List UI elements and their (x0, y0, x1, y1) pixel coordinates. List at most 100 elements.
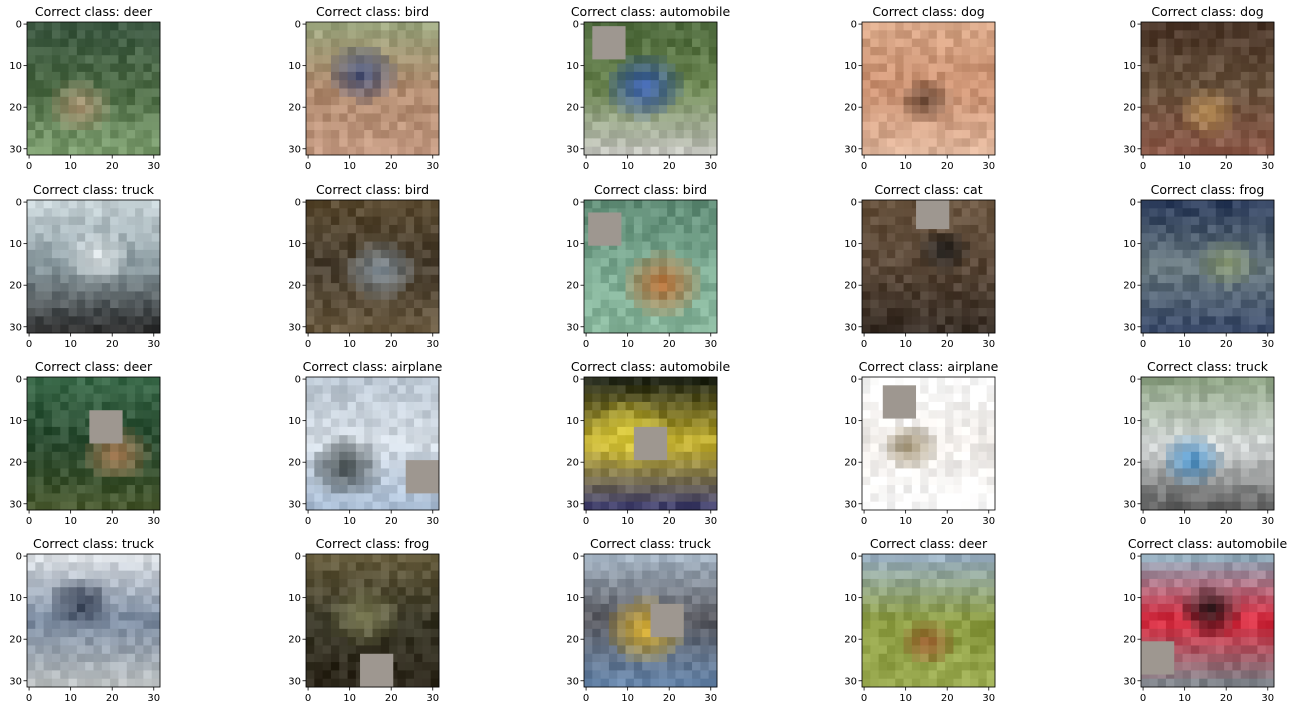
y-tick-label: 10 (288, 416, 301, 427)
image-pixel (1215, 493, 1225, 503)
image-pixel (372, 324, 382, 334)
image-pixel (886, 460, 896, 469)
image-pixel (878, 266, 888, 276)
image-pixel (430, 88, 440, 98)
image-pixel (608, 241, 618, 251)
image-pixel (1165, 258, 1175, 267)
image-pixel (667, 393, 676, 403)
image-pixel (625, 476, 635, 486)
image-pixel (1157, 501, 1167, 511)
image-pixel (143, 283, 153, 292)
image-pixel (51, 377, 61, 386)
image-pixel (895, 283, 904, 292)
image-pixel (1165, 233, 1175, 242)
image-pixel (1190, 476, 1200, 486)
image-pixel (878, 554, 888, 563)
image-pixel (1165, 71, 1175, 81)
image-pixel (347, 637, 357, 646)
image-pixel (650, 71, 660, 81)
image-pixel (430, 426, 440, 436)
image-pixel (692, 121, 701, 131)
image-pixel (372, 628, 382, 638)
image-pixel (978, 146, 988, 156)
image-pixel (878, 71, 888, 81)
image-pixel (43, 460, 53, 469)
image-pixel (642, 418, 651, 428)
image-pixel (1141, 485, 1150, 494)
image-pixel (667, 451, 676, 461)
image-pixel (1240, 426, 1250, 436)
image-pixel (928, 38, 938, 48)
image-pixel (339, 30, 348, 40)
image-pixel (51, 662, 61, 671)
image-pixel (1224, 299, 1233, 309)
image-pixel (1257, 71, 1267, 81)
image-pixel (85, 476, 94, 486)
image-pixel (978, 468, 988, 478)
image-pixel (355, 258, 365, 267)
image-pixel (1182, 55, 1192, 64)
image-pixel (397, 324, 407, 334)
image-pixel (683, 299, 693, 309)
image-pixel (93, 291, 103, 301)
image-pixel (372, 113, 382, 123)
image-pixel (60, 38, 69, 48)
image-pixel (414, 603, 423, 613)
image-pixel (93, 71, 103, 81)
image-pixel (68, 96, 78, 106)
image-pixel (592, 291, 602, 301)
image-pixel (85, 121, 94, 131)
image-pixel (936, 130, 946, 139)
image-pixel (953, 216, 963, 226)
image-pixel (592, 426, 602, 436)
image-pixel (961, 393, 971, 403)
image-pixel (51, 451, 61, 461)
image-pixel (928, 324, 938, 334)
image-pixel (584, 603, 593, 613)
image-pixel (1257, 377, 1267, 386)
image-pixel (101, 216, 111, 226)
image-pixel (330, 595, 340, 605)
image-pixel (667, 96, 676, 106)
image-pixel (986, 460, 996, 469)
image-pixel (592, 105, 602, 114)
image-pixel (306, 612, 315, 621)
image-pixel (364, 612, 373, 621)
image-pixel (1165, 451, 1175, 461)
image-pixel (650, 283, 660, 292)
image-pixel (93, 385, 103, 395)
image-pixel (118, 249, 128, 259)
image-pixel (1174, 401, 1183, 411)
image-pixel (1249, 233, 1258, 242)
image-pixel (380, 493, 390, 503)
image-pixel (397, 233, 407, 242)
image-pixel (135, 645, 144, 655)
image-pixel (1149, 71, 1159, 81)
image-pixel (878, 435, 888, 444)
image-pixel (143, 426, 153, 436)
image-pixel (920, 121, 929, 131)
image-pixel (592, 393, 602, 403)
image-pixel (870, 410, 880, 419)
image-pixel (903, 316, 913, 326)
image-pixel (953, 233, 963, 242)
image-pixel (1141, 443, 1150, 453)
image-pixel (1240, 216, 1250, 226)
image-pixel (1265, 418, 1275, 428)
image-pixel (600, 385, 610, 395)
image-pixel (380, 121, 390, 131)
image-pixel (93, 476, 103, 486)
image-pixel (101, 451, 111, 461)
image-pixel (68, 587, 78, 596)
image-pixel (700, 224, 710, 234)
image-pixel (1199, 377, 1208, 386)
image-pixel (928, 299, 938, 309)
image-pixel (886, 46, 896, 56)
image-pixel (330, 80, 340, 89)
image-pixel (675, 570, 685, 580)
image-pixel (1157, 410, 1167, 419)
image-pixel (322, 113, 332, 123)
image-pixel (330, 645, 340, 655)
image-pixel (970, 113, 979, 123)
